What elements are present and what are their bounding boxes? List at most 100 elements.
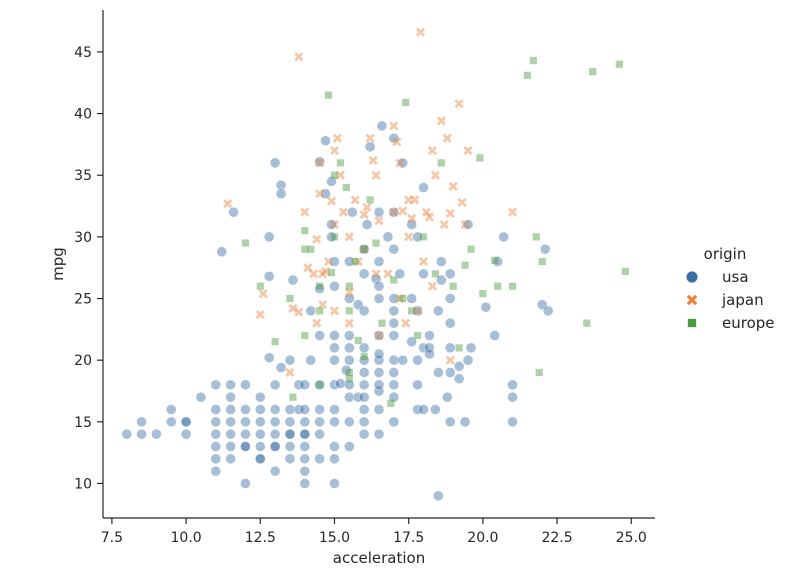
data-point-usa <box>314 428 325 440</box>
data-point-usa <box>269 416 281 428</box>
data-point-europe <box>372 239 380 247</box>
data-point-usa <box>344 330 355 341</box>
data-point-japan <box>395 293 405 304</box>
y-ticks: 10 15 20 25 30 35 40 45 <box>74 45 103 492</box>
data-point-usa <box>444 367 456 378</box>
data-point-japan <box>223 198 233 209</box>
data-point-europe <box>360 245 368 253</box>
data-point-japan <box>332 133 343 143</box>
data-point-usa <box>406 336 417 347</box>
data-point-usa <box>397 354 409 366</box>
data-point-usa <box>284 416 296 428</box>
data-point-usa <box>269 157 281 169</box>
data-point-usa <box>358 367 370 378</box>
data-point-usa <box>329 330 340 341</box>
data-point-usa <box>269 428 281 440</box>
x-tick-label: 10.0 <box>171 530 202 546</box>
y-tick-label: 10 <box>74 476 92 492</box>
data-point-usa <box>254 404 266 415</box>
data-point-usa <box>373 385 385 397</box>
data-point-japan <box>401 318 411 328</box>
data-point-japan <box>412 306 423 316</box>
data-point-usa <box>382 231 394 243</box>
data-point-usa <box>240 379 251 391</box>
data-point-usa <box>299 465 311 477</box>
data-point-europe <box>399 294 407 303</box>
data-point-usa <box>254 453 266 465</box>
data-point-usa <box>430 404 441 415</box>
data-point-usa <box>418 404 429 415</box>
data-point-usa <box>269 379 281 391</box>
data-point-japan <box>344 287 354 297</box>
data-point-japan <box>300 207 310 217</box>
data-point-usa <box>344 391 355 403</box>
data-point-usa <box>444 416 456 428</box>
data-point-usa <box>352 391 364 403</box>
data-point-japan <box>294 52 304 62</box>
data-point-japan <box>362 202 372 212</box>
data-point-europe <box>366 196 374 204</box>
data-point-europe <box>354 336 362 345</box>
data-point-usa <box>441 391 453 403</box>
data-point-europe <box>241 239 250 247</box>
data-point-japan <box>255 309 265 320</box>
data-point-usa <box>433 490 444 502</box>
data-point-usa <box>344 256 355 267</box>
data-point-usa <box>314 283 325 294</box>
data-point-usa <box>364 141 376 153</box>
data-point-europe <box>316 282 324 290</box>
data-point-usa <box>314 379 325 391</box>
data-point-usa <box>412 354 423 366</box>
legend-title: origin <box>704 245 747 263</box>
data-point-usa <box>228 206 239 218</box>
data-point-europe <box>345 282 353 290</box>
data-point-usa <box>542 305 554 317</box>
data-point-usa <box>388 391 400 403</box>
data-point-usa <box>180 416 192 428</box>
data-point-europe <box>615 60 623 68</box>
data-point-usa <box>326 231 337 243</box>
data-point-usa <box>314 156 325 167</box>
legend-marker-europe <box>687 318 697 328</box>
data-point-usa <box>254 441 266 452</box>
data-point-usa <box>225 391 236 403</box>
data-point-usa <box>406 219 417 230</box>
data-point-usa <box>361 219 373 230</box>
data-point-usa <box>397 157 409 169</box>
data-point-usa <box>225 416 236 428</box>
data-point-japan <box>350 195 360 205</box>
legend-label-europe: europe <box>722 314 775 332</box>
data-point-usa <box>329 342 340 354</box>
data-point-japan <box>329 306 340 316</box>
data-point-europe <box>256 282 264 290</box>
data-point-usa <box>326 219 337 230</box>
data-point-usa <box>480 301 492 313</box>
data-point-japan <box>318 300 328 310</box>
data-point-usa <box>358 391 370 403</box>
data-point-usa <box>388 132 400 144</box>
data-point-usa <box>210 379 222 391</box>
data-point-usa <box>358 428 370 440</box>
data-point-usa <box>344 354 355 366</box>
y-tick-label: 20 <box>74 353 92 369</box>
data-point-europe <box>467 245 475 253</box>
data-point-usa <box>329 256 340 267</box>
data-point-usa <box>344 379 355 391</box>
data-point-europe <box>387 399 395 407</box>
data-point-europe <box>413 331 422 340</box>
data-point-usa <box>489 330 501 341</box>
data-point-europe <box>378 319 386 327</box>
data-point-usa <box>269 404 281 415</box>
data-point-usa <box>412 379 423 391</box>
y-tick-label: 30 <box>74 230 92 246</box>
data-point-usa <box>388 330 400 341</box>
data-point-europe <box>271 338 279 346</box>
data-point-usa <box>136 428 147 440</box>
data-point-usa <box>254 391 266 403</box>
data-point-japan <box>344 232 354 242</box>
data-point-japan <box>454 99 464 109</box>
data-point-japan <box>383 269 393 279</box>
data-point-europe <box>316 307 324 315</box>
data-point-japan <box>424 212 435 222</box>
data-point-europe <box>476 154 484 162</box>
